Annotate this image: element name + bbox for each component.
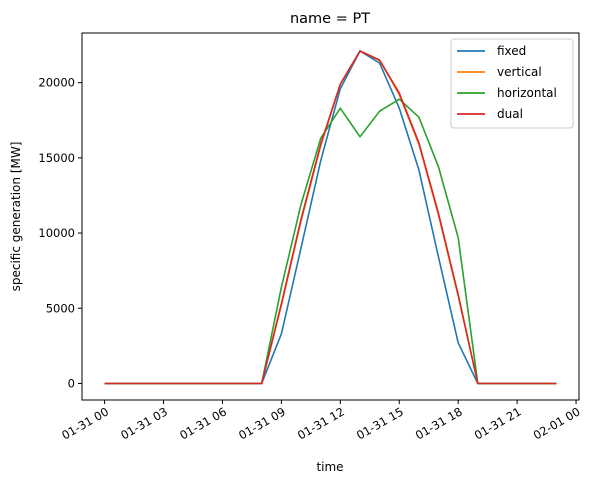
y-tick-label: 10000 xyxy=(38,226,75,240)
x-tick-label: 01-31 15 xyxy=(354,404,406,442)
legend-label-horizontal: horizontal xyxy=(497,86,557,100)
x-tick-label: 01-31 09 xyxy=(236,404,288,442)
legend: fixed vertical horizontal dual xyxy=(450,38,574,129)
series-line-dual xyxy=(104,50,557,385)
y-tick-label: 20000 xyxy=(38,76,75,90)
chart-title: name = PT xyxy=(290,11,370,27)
x-tick-label: 01-31 03 xyxy=(118,404,170,442)
y-axis: 0 5000 10000 15000 20000 xyxy=(38,76,82,390)
series-lines xyxy=(104,50,557,385)
x-tick-label: 02-01 00 xyxy=(531,404,583,442)
legend-label-fixed: fixed xyxy=(497,44,526,58)
y-tick-label: 15000 xyxy=(38,151,75,165)
x-axis: 01-31 00 01-31 03 01-31 06 01-31 09 01-31 12… xyxy=(59,400,583,442)
legend-frame xyxy=(450,38,574,129)
y-tick-label: 5000 xyxy=(46,301,75,315)
legend-label-dual: dual xyxy=(497,107,523,121)
y-axis-label: specific generation [MW] xyxy=(9,142,23,292)
x-tick-label: 01-31 00 xyxy=(59,404,111,442)
x-tick-label: 01-31 06 xyxy=(177,404,229,442)
x-tick-label: 01-31 12 xyxy=(295,404,347,442)
series-line-horizontal xyxy=(104,98,557,385)
plot-area-frame xyxy=(81,32,580,401)
x-axis-label: time xyxy=(316,460,343,474)
legend-label-vertical: vertical xyxy=(497,65,542,79)
x-tick-label: 01-31 21 xyxy=(472,404,524,442)
y-tick-label: 0 xyxy=(68,376,75,390)
x-tick-label: 01-31 18 xyxy=(413,404,465,442)
